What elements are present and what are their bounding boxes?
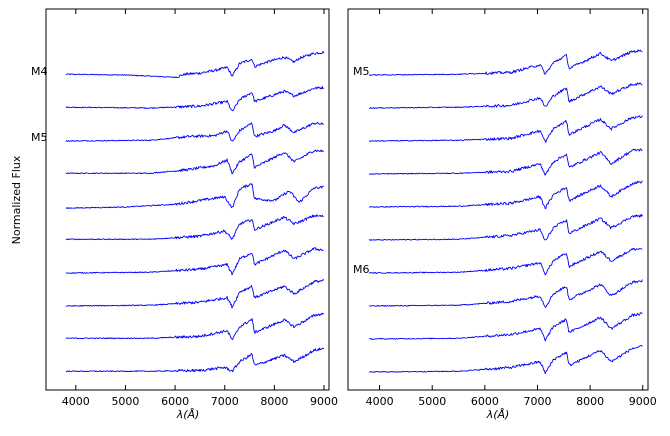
right-x-axis-label: λ(Å) [486, 408, 510, 421]
left-x-ticks: 4000 5000 6000 7000 8000 9000 [62, 9, 338, 408]
x-tick-label: 6000 [471, 395, 499, 408]
spectrum-line [65, 247, 324, 276]
x-tick-label: 4000 [62, 395, 90, 408]
y-axis-label: Normalized Flux [10, 155, 23, 244]
x-tick-label: 8000 [576, 395, 604, 408]
left-panel: 4000 5000 6000 7000 8000 9000 M4 M5 λ(Å) [31, 8, 338, 421]
spectrum-line [368, 180, 643, 210]
spectrum-line [368, 279, 643, 308]
spectrum-line [368, 247, 643, 276]
spectrum-line [368, 82, 643, 109]
x-tick-label: 9000 [629, 395, 657, 408]
x-tick-label: 8000 [260, 395, 288, 408]
spectral-type-label: M6 [353, 263, 370, 276]
x-tick-label: 7000 [523, 395, 551, 408]
x-tick-label: 7000 [211, 395, 239, 408]
spectrum-line [65, 121, 324, 142]
left-annotations: M4 M5 [31, 65, 48, 144]
right-x-ticks: 4000 5000 6000 7000 8000 9000 [366, 9, 657, 408]
spectrum-line [65, 347, 325, 373]
spectrum-line [65, 312, 325, 341]
x-tick-label: 4000 [366, 395, 394, 408]
right-panel: 4000 5000 6000 7000 8000 9000 M5 M6 λ(Å) [347, 8, 657, 421]
left-x-axis-label: λ(Å) [176, 408, 200, 421]
spectrum-line [368, 49, 643, 76]
right-annotations: M5 M6 [353, 65, 370, 276]
spectrum-line [368, 214, 643, 241]
right-series-group [368, 49, 643, 375]
spectrum-line [368, 148, 643, 176]
spectrum-line [369, 345, 643, 375]
spectrum-line [65, 149, 324, 175]
left-panel-frame [45, 8, 330, 391]
spectral-type-label: M5 [353, 65, 370, 78]
spectral-type-label: M4 [31, 65, 48, 78]
spectrum-line [65, 214, 324, 241]
x-tick-label: 6000 [161, 395, 189, 408]
spectrum-line [65, 50, 325, 79]
left-series-group [65, 50, 325, 373]
x-tick-label: 9000 [310, 395, 338, 408]
spectral-type-label: M5 [31, 131, 48, 144]
x-tick-label: 5000 [418, 395, 446, 408]
spectrum-line [369, 312, 643, 342]
spectrum-line [65, 279, 325, 309]
x-tick-label: 5000 [111, 395, 139, 408]
right-panel-frame [347, 8, 649, 391]
spectrum-line [65, 183, 324, 210]
spectrum-line [65, 86, 324, 112]
spectrum-line [369, 115, 643, 143]
